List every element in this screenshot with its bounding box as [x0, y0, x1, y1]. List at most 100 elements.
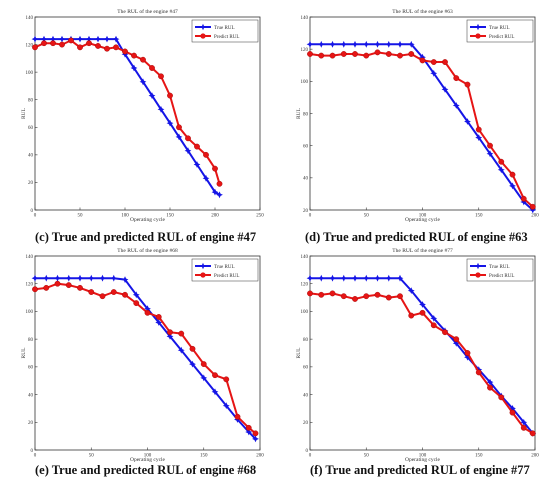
- predict-rul-point: [340, 51, 347, 57]
- true-rul-point: [49, 35, 57, 43]
- predict-rul-point: [86, 40, 92, 47]
- true-rul-point: [362, 40, 370, 48]
- true-rul-point: [245, 428, 253, 436]
- true-rul-point: [76, 35, 84, 43]
- true-rul-point: [177, 346, 185, 354]
- chart-title: The RUL of the engine #68: [117, 247, 178, 254]
- predict-rul-line: [34, 39, 221, 185]
- rul-chart-engine-77: The RUL of the engine #77 0 50 100 150 200 0 20…: [296, 247, 539, 463]
- true-rul-point: [175, 133, 183, 141]
- x-tick-label: 100: [144, 454, 152, 459]
- x-axis-label: Operating cycle: [130, 217, 166, 222]
- y-tick-label: 40: [28, 393, 34, 398]
- predict-rul-point: [397, 52, 403, 59]
- predict-rul-point: [59, 41, 65, 48]
- predict-rul-point: [307, 290, 313, 297]
- plot-frame: [309, 255, 536, 451]
- y-tick-label: 100: [26, 71, 34, 76]
- y-tick-label: 140: [301, 16, 309, 21]
- x-axis-label: Operating cycle: [130, 457, 166, 462]
- predict-rul-point: [95, 43, 101, 49]
- predict-rul-point: [43, 284, 50, 291]
- predict-rul-point: [32, 44, 38, 51]
- legend-true-rul-label: True RUL: [214, 26, 235, 31]
- chart-title: The RUL of the engine #47: [117, 8, 178, 15]
- true-rul-point: [509, 182, 516, 190]
- predict-rul-point: [453, 75, 460, 82]
- predict-rul-point: [252, 430, 259, 437]
- true-rul-point: [464, 118, 471, 125]
- predict-rul-point: [158, 73, 164, 80]
- chart-title: The RUL of the engine #77: [392, 247, 453, 254]
- predict-rul-point: [167, 329, 173, 336]
- predict-rul-point: [122, 291, 128, 298]
- chart-panel-63: The RUL of the engine #63 0 50 100 150 200 20 4…: [295, 5, 545, 227]
- predict-rul-point: [430, 322, 437, 329]
- true-rul-point: [317, 40, 325, 48]
- predict-rul-point: [374, 291, 381, 298]
- predict-rul-point: [194, 143, 200, 150]
- rul-chart-engine-63: The RUL of the engine #63 0 50 100 150 200 20 4…: [296, 8, 539, 223]
- true-rul-point: [184, 147, 192, 155]
- true-rul-point: [351, 40, 359, 48]
- predict-rul-point: [245, 424, 252, 431]
- true-rul-point: [110, 274, 118, 282]
- y-tick-label: 100: [301, 80, 309, 85]
- legend-true-rul-label: True RUL: [214, 265, 235, 270]
- chart-panel-77: The RUL of the engine #77 0 50 100 150 200 0 20…: [295, 244, 545, 467]
- true-rul-line: [35, 38, 221, 196]
- predict-rul-point: [50, 40, 56, 47]
- true-rul-point: [385, 40, 393, 48]
- x-tick-label: 200: [531, 214, 539, 219]
- y-tick-label: 20: [303, 209, 309, 214]
- x-axis-label: Operating cycle: [405, 457, 441, 462]
- true-rul-point: [40, 35, 48, 43]
- y-tick-label: 20: [28, 421, 34, 426]
- true-rul-point: [407, 287, 415, 294]
- predict-rul-point: [318, 52, 325, 59]
- y-tick-label: 120: [301, 283, 309, 288]
- x-tick-label: 150: [200, 454, 208, 459]
- true-rul-point: [157, 106, 165, 113]
- predict-rul-point: [475, 369, 482, 376]
- predict-rul-point: [113, 44, 119, 51]
- rul-chart-engine-47: The RUL of the engine #470 50 100 150 200 250…: [21, 8, 264, 223]
- x-tick-label: 200: [531, 454, 539, 459]
- predict-rul-point: [77, 44, 83, 51]
- predict-rul-point: [385, 294, 392, 301]
- true-rul-point: [317, 274, 325, 282]
- true-rul-point: [94, 35, 102, 43]
- true-rul-point: [193, 161, 201, 168]
- true-rul-point: [475, 134, 483, 141]
- legend-predict-rul-label: Predict RUL: [214, 35, 239, 40]
- predict-rul-point: [178, 330, 185, 337]
- true-rul-point: [396, 274, 404, 282]
- true-rul-point: [306, 40, 314, 48]
- y-tick-label: 80: [28, 99, 34, 104]
- true-rul-point: [497, 166, 505, 174]
- predict-rul-point: [155, 314, 162, 320]
- predict-rul-point: [216, 180, 223, 187]
- predict-rul-point: [189, 345, 196, 352]
- predict-rul-point: [487, 384, 493, 391]
- legend-true-rul-marker: [474, 262, 482, 270]
- predict-rul-point: [149, 65, 155, 71]
- true-rul-point: [340, 40, 348, 48]
- y-tick-label: 140: [301, 255, 309, 260]
- legend-predict-rul-label: Predict RUL: [214, 274, 239, 279]
- true-rul-point: [189, 360, 196, 368]
- y-tick-label: 40: [28, 154, 34, 159]
- predict-rul-point: [419, 57, 426, 64]
- legend-predict-rul-marker: [200, 272, 206, 278]
- predict-rul-point: [176, 124, 182, 131]
- y-tick-label: 140: [26, 255, 34, 260]
- x-tick-label: 50: [89, 454, 95, 459]
- true-rul-line: [310, 43, 534, 211]
- chart-panel-68: The RUL of the engine #68 0 50 100 150 200 0 20…: [20, 244, 270, 467]
- true-rul-point: [441, 86, 449, 93]
- predict-rul-point: [329, 52, 336, 59]
- x-tick-label: 150: [166, 214, 174, 219]
- true-rul-point: [132, 291, 140, 299]
- predict-rul-point: [529, 203, 536, 210]
- predict-rul-point: [408, 312, 415, 319]
